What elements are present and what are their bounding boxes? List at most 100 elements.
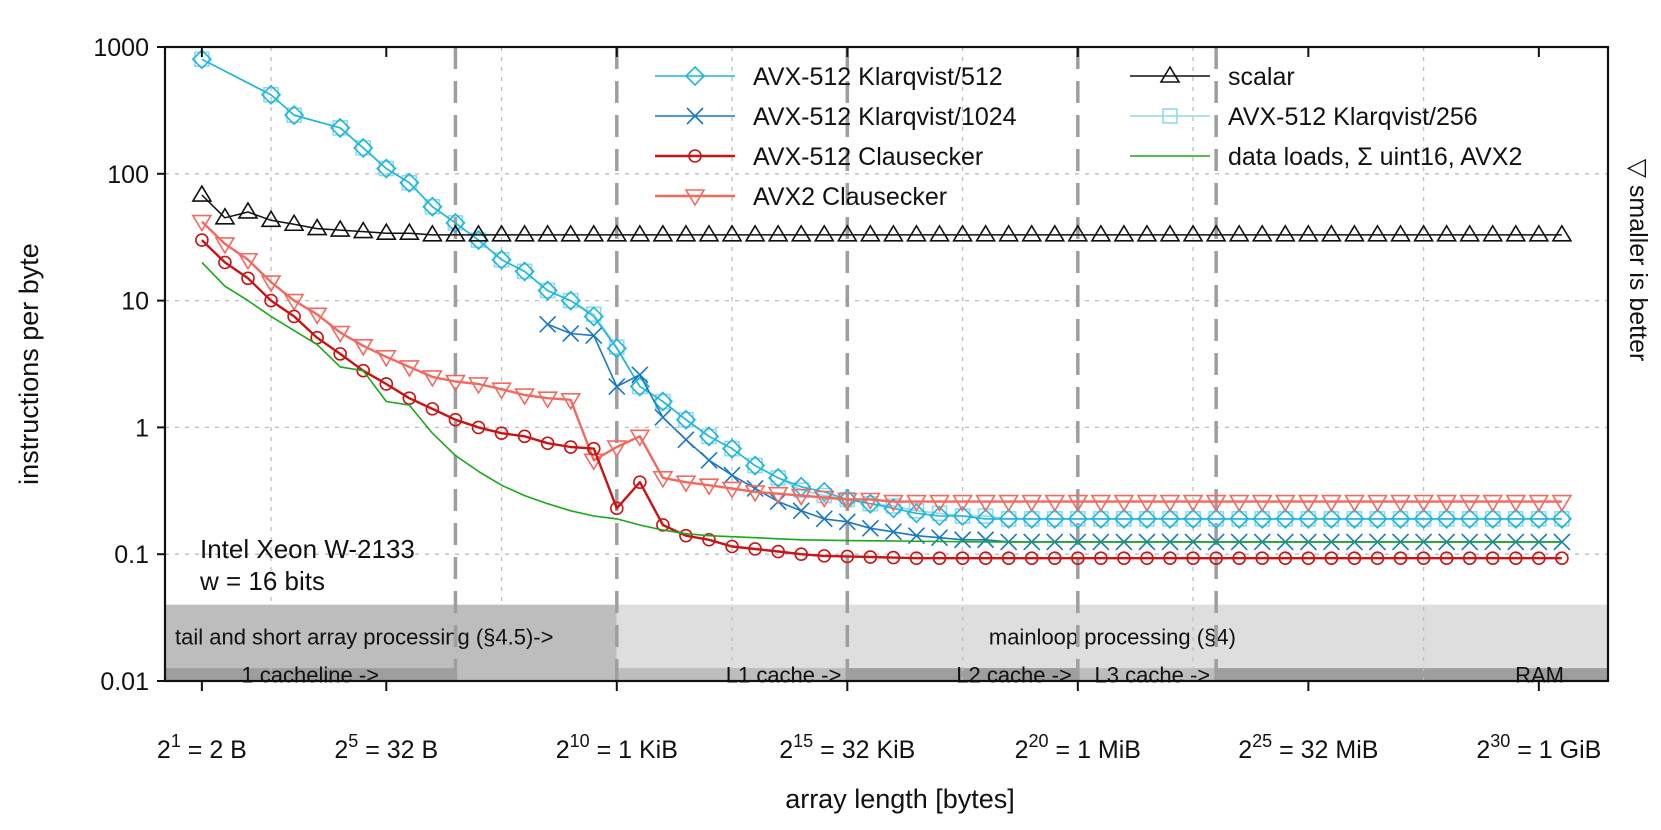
series-4-point-5 (306, 307, 328, 325)
series-3-point-13 (491, 224, 512, 242)
series-5-point-27 (817, 549, 832, 563)
series-3-point-30 (883, 224, 904, 242)
series-4-point-32 (929, 494, 950, 513)
series-0-point-2 (286, 107, 302, 123)
series-1-point-16 (629, 376, 650, 397)
series-5-point-12 (471, 420, 486, 435)
band-label-5: L3 cache -> (1095, 663, 1211, 688)
y-axis-ticks: 1000 100 10 1 0.1 0.01 (93, 34, 165, 696)
series-4-point-24 (744, 485, 766, 503)
series-1-point-4 (353, 137, 374, 159)
series-5-point-53 (1416, 551, 1431, 565)
series-5-point-19 (633, 475, 647, 489)
series-4-point-36 (1021, 494, 1043, 513)
series-2-point-3 (608, 377, 626, 396)
x-tick-label-3: 215 = 32 KiB (779, 731, 915, 764)
series-5-point-0 (195, 233, 209, 247)
band-5 (1077, 668, 1217, 681)
series-4-point-15 (537, 391, 559, 409)
series-1-point-32 (998, 508, 1019, 529)
series-1-point-44 (1275, 508, 1296, 529)
series-0-point-5 (378, 160, 395, 177)
series-3-point-42 (1159, 224, 1181, 242)
series-3-point-36 (1021, 224, 1043, 242)
y-axis-label: instructions per byte (14, 243, 44, 485)
series-2-point-12 (815, 510, 833, 528)
series-5-point-24 (748, 542, 762, 556)
series-3-point-52 (1390, 224, 1411, 242)
series-4-point-9 (398, 360, 420, 378)
series-4-point-39 (1090, 494, 1112, 513)
series-5-point-39 (1094, 551, 1108, 565)
legend-label-5: AVX-512 Klarqvist/256 (1228, 103, 1478, 131)
series-4-point-14 (514, 388, 536, 406)
series-1-point-22 (768, 467, 789, 488)
grid-lines (165, 47, 1608, 681)
band-6 (1216, 668, 1608, 681)
band-3 (455, 668, 848, 681)
legend-label-4: scalar (1228, 63, 1295, 91)
series-1-point-35 (1067, 508, 1088, 529)
legend-entry-6: data loads, Σ uint16, AVX2 (1130, 143, 1522, 171)
series-line-3 (201, 194, 1562, 236)
smaller-is-better-note: ▽ smaller is better (1624, 159, 1652, 362)
series-3-point-26 (790, 224, 812, 242)
series-line-6 (201, 261, 1562, 543)
legend-marker-0 (684, 65, 706, 87)
series-1-point-13 (560, 290, 581, 311)
series-4-point-2 (237, 252, 259, 271)
band-1 (616, 604, 1608, 669)
series-2-point-15 (884, 523, 902, 541)
series-3-point-23 (721, 224, 743, 242)
series-3-point-15 (537, 224, 559, 242)
series-5-point-7 (356, 363, 371, 378)
series-3-point-10 (421, 224, 443, 242)
series-1-point-27 (883, 498, 904, 519)
series-1-point-45 (1298, 508, 1319, 529)
series-3-point-17 (583, 224, 605, 242)
series-0-point-13 (562, 292, 579, 309)
series-4-point-46 (1251, 494, 1273, 513)
series-2-point-14 (861, 519, 879, 537)
series-1-point-7 (422, 196, 443, 217)
series-5-point-6 (333, 347, 347, 361)
series-4 (191, 214, 1573, 513)
x-tick-label-2: 210 = 1 KiB (556, 731, 678, 764)
series-4-point-33 (952, 494, 973, 513)
x-tick-label-6: 230 = 1 GiB (1476, 731, 1601, 764)
series-5-point-57 (1508, 551, 1523, 565)
series-4-point-10 (421, 370, 443, 388)
series-2-point-4 (631, 366, 649, 384)
band-label-1: mainloop processing (§4) (989, 624, 1236, 649)
series-5-point-40 (1117, 551, 1131, 565)
series-3-point-59 (1551, 224, 1573, 242)
series-0-point-17 (655, 393, 671, 410)
series-3-point-57 (1505, 224, 1527, 242)
legend-marker-5 (1162, 108, 1178, 124)
series-5-point-4 (287, 309, 301, 324)
series-5-point-26 (794, 547, 809, 562)
series-3-point-25 (767, 224, 789, 242)
legend-label-0: AVX-512 Klarqvist/512 (753, 63, 1003, 91)
series-2-point-19 (977, 531, 995, 549)
series-5-point-17 (586, 441, 601, 456)
series-5-point-45 (1232, 551, 1246, 565)
series-1-point-18 (675, 409, 697, 430)
series-2-point-6 (677, 431, 695, 449)
series-5-point-21 (679, 528, 693, 543)
series-3-point-1 (214, 207, 236, 225)
series-5-point-56 (1485, 551, 1500, 565)
band-label-0: tail and short array processing (§4.5)-> (175, 624, 553, 649)
series-1-point-24 (814, 481, 835, 503)
legend-marker-3 (684, 189, 706, 207)
series-5-point-46 (1255, 551, 1270, 565)
series-4-point-26 (790, 488, 812, 507)
series-6 (201, 261, 1562, 543)
series-4-point-44 (1205, 494, 1227, 513)
x-axis-label: array length [bytes] (785, 784, 1015, 814)
series-3-point-39 (1090, 224, 1112, 242)
legend: AVX-512 Klarqvist/512 AVX-512 Klarqvist/1… (655, 63, 1522, 211)
series-4-point-4 (283, 293, 305, 312)
series-1-point-3 (330, 117, 351, 139)
